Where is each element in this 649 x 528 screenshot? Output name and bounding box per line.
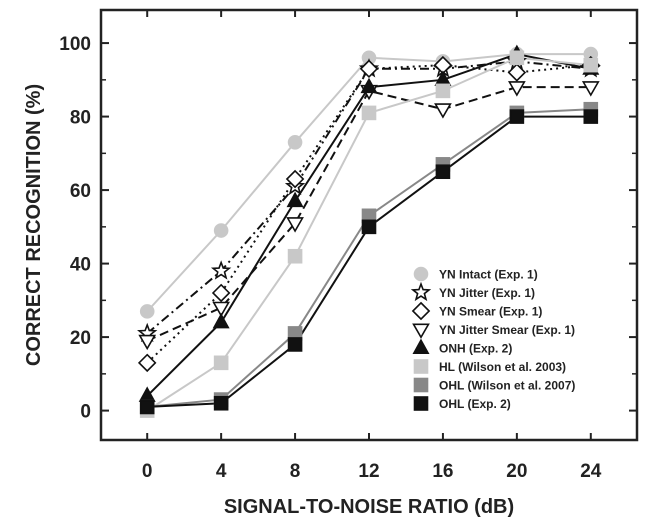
legend-label: YN Jitter Smear (Exp. 1)	[439, 323, 575, 337]
data-point-s3	[286, 217, 304, 233]
data-point-s4	[286, 191, 304, 208]
legend-marker	[413, 396, 429, 411]
data-point-s5	[213, 355, 229, 371]
data-point-s3	[581, 81, 600, 97]
legend-marker	[413, 266, 429, 282]
x-tick-label: 0	[142, 461, 153, 482]
data-point-s5	[583, 57, 599, 73]
legend-label: OHL (Wilson et al. 2007)	[439, 379, 575, 393]
tick-labels: 0 4 8 12 16 20 24 0 20 40 60 80 100	[59, 34, 601, 482]
legend-marker	[412, 323, 430, 339]
data-point-s3	[434, 103, 452, 119]
data-point-s2	[507, 63, 527, 82]
legend-marker	[413, 359, 429, 374]
data-point-s7	[213, 395, 229, 411]
legend-marker	[410, 281, 432, 302]
series-markers	[137, 44, 601, 418]
x-tick-label: 20	[506, 461, 527, 482]
y-tick-label: 100	[59, 34, 91, 55]
legend-label: YN Intact (Exp. 1)	[439, 268, 538, 282]
data-point-s0	[287, 135, 303, 150]
x-tick-label: 16	[432, 461, 453, 482]
data-point-s3	[212, 301, 230, 318]
data-point-s7	[583, 109, 599, 124]
legend-label: HL (Wilson et al. 2003)	[439, 360, 566, 374]
y-tick-label: 40	[70, 255, 91, 276]
data-point-s5	[509, 50, 525, 66]
data-point-s7	[361, 219, 377, 235]
data-point-s3	[508, 81, 526, 97]
data-point-s7	[435, 164, 451, 180]
data-point-s5	[435, 83, 451, 99]
legend-label: ONH (Exp. 2)	[439, 342, 512, 356]
data-point-s1	[210, 260, 232, 280]
data-point-s2	[359, 59, 379, 79]
data-point-s5	[361, 105, 377, 121]
x-axis-title: SIGNAL-TO-NOISE RATIO (dB)	[224, 496, 514, 518]
y-tick-label: 60	[70, 181, 91, 202]
legend-marker	[411, 301, 431, 321]
data-point-s2	[137, 353, 157, 373]
data-point-s4	[212, 312, 230, 329]
legend-label: YN Jitter (Exp. 1)	[439, 286, 535, 300]
x-tick-label: 24	[580, 461, 602, 482]
data-point-s0	[139, 304, 155, 319]
data-point-s3	[138, 334, 157, 351]
y-tick-label: 80	[70, 108, 91, 129]
legend: YN Intact (Exp. 1) YN Jitter (Exp. 1) YN S…	[410, 266, 575, 411]
data-point-s7	[287, 337, 303, 352]
axis-ticks	[101, 10, 637, 440]
data-point-s2	[285, 169, 305, 189]
data-point-s0	[213, 223, 229, 238]
data-point-s2	[211, 283, 231, 303]
x-tick-label: 12	[358, 461, 379, 482]
legend-label: OHL (Exp. 2)	[439, 397, 511, 411]
x-tick-label: 8	[290, 461, 301, 482]
y-tick-label: 20	[70, 328, 91, 349]
data-point-s5	[287, 248, 303, 264]
data-point-s7	[509, 109, 525, 124]
legend-label: YN Smear (Exp. 1)	[439, 305, 542, 319]
y-axis-title: CORRECT RECOGNITION (%)	[23, 84, 45, 366]
y-tick-label: 0	[80, 402, 91, 423]
legend-marker	[412, 338, 430, 355]
data-point-s4	[360, 77, 378, 94]
legend-marker	[413, 377, 429, 393]
x-tick-label: 4	[216, 461, 227, 482]
data-point-s7	[139, 399, 155, 415]
